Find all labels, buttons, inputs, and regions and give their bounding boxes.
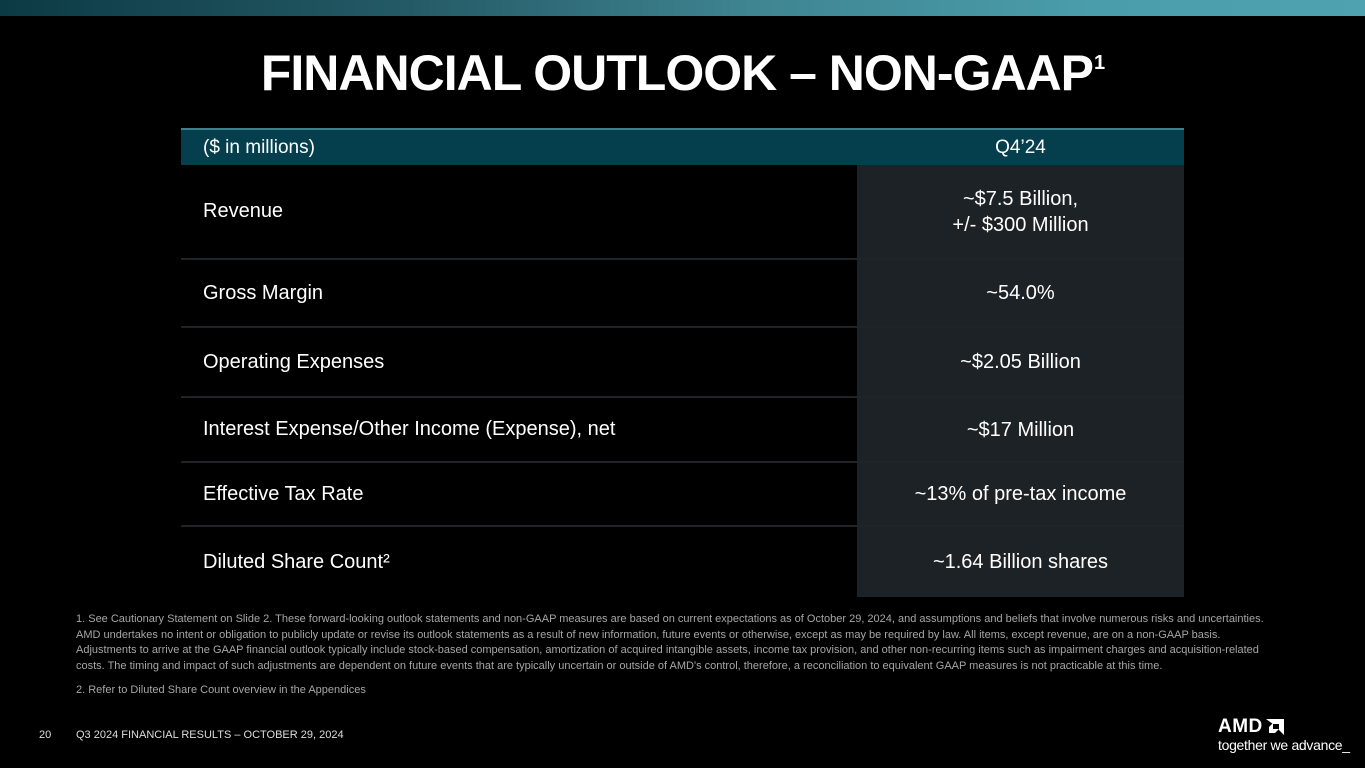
row-value: ~1.64 Billion shares bbox=[857, 527, 1184, 597]
row-label: Gross Margin bbox=[203, 281, 324, 304]
amd-logo: AMD together we advance_ bbox=[1218, 716, 1350, 753]
row-value: ~54.0% bbox=[857, 260, 1184, 326]
table-row: Operating Expenses ~$2.05 Billion bbox=[181, 328, 1184, 398]
row-value: ~13% of pre-tax income bbox=[857, 463, 1184, 525]
row-value: ~$2.05 Billion bbox=[857, 328, 1184, 396]
header-label: ($ in millions) bbox=[203, 136, 315, 158]
row-label: Diluted Share Count² bbox=[203, 550, 390, 573]
value-line: +/- $300 Million bbox=[952, 213, 1089, 236]
footnotes: 1. See Cautionary Statement on Slide 2. … bbox=[76, 612, 1276, 699]
logo-brand: AMD bbox=[1218, 716, 1263, 737]
footnote-1: 1. See Cautionary Statement on Slide 2. … bbox=[76, 613, 1264, 672]
value-line: ~$7.5 Billion, bbox=[962, 187, 1079, 210]
table-row: Effective Tax Rate ~13% of pre-tax incom… bbox=[181, 463, 1184, 527]
row-label: Revenue bbox=[203, 200, 284, 222]
amd-arrow-icon bbox=[1265, 719, 1284, 735]
row-label: Interest Expense/Other Income (Expense),… bbox=[203, 418, 616, 440]
table-row: Interest Expense/Other Income (Expense),… bbox=[181, 398, 1184, 463]
header-period: Q4’24 bbox=[995, 136, 1046, 158]
row-value: ~$17 Million bbox=[857, 398, 1184, 461]
table-row: Revenue ~$7.5 Billion, +/- $300 Million bbox=[181, 165, 1184, 260]
page-title: FINANCIAL OUTLOOK – NON-GAAP1 bbox=[0, 44, 1365, 102]
row-label: Operating Expenses bbox=[203, 350, 385, 373]
title-footnote-marker: 1 bbox=[1094, 52, 1105, 74]
row-label: Effective Tax Rate bbox=[203, 482, 364, 505]
page-number: 20 bbox=[39, 729, 52, 741]
logo-tagline: together we advance_ bbox=[1218, 737, 1350, 753]
table-row: Diluted Share Count² ~1.64 Billion share… bbox=[181, 527, 1184, 597]
table-header: ($ in millions) Q4’24 bbox=[181, 128, 1184, 165]
table-row: Gross Margin ~54.0% bbox=[181, 260, 1184, 328]
outlook-table: ($ in millions) Q4’24 Revenue ~$7.5 Bill… bbox=[181, 128, 1184, 597]
footnote-2: 2. Refer to Diluted Share Count overview… bbox=[76, 684, 366, 696]
accent-bar bbox=[0, 0, 1365, 16]
title-text: FINANCIAL OUTLOOK – NON-GAAP bbox=[260, 45, 1094, 101]
row-value: ~$7.5 Billion, +/- $300 Million bbox=[857, 165, 1184, 258]
footer-text: Q3 2024 FINANCIAL RESULTS – OCTOBER 29, … bbox=[76, 729, 344, 741]
